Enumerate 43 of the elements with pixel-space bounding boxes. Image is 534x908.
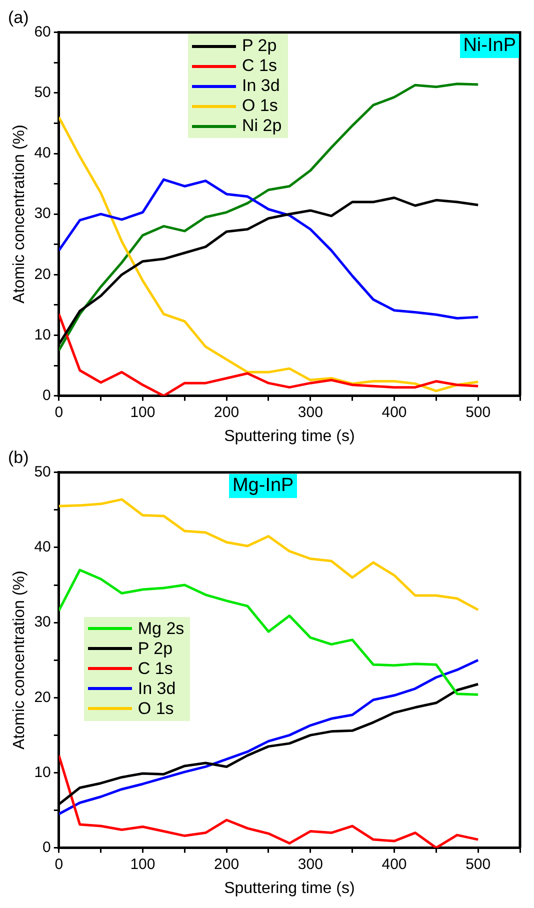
x-tick-label: 300 <box>298 856 323 873</box>
legend-label: O 1s <box>242 96 278 116</box>
x-axis-title: Sputtering time (s) <box>224 880 355 897</box>
y-tick-label: 10 <box>34 764 51 781</box>
x-tick-label: 200 <box>214 404 240 421</box>
y-tick-label: 30 <box>34 614 51 631</box>
y-tick-label: 50 <box>34 84 51 102</box>
annotation: Mg-InP <box>229 474 297 498</box>
y-tick-label: 10 <box>34 326 51 344</box>
legend-label: Ni 2p <box>242 116 282 136</box>
x-tick-label: 400 <box>382 404 407 421</box>
legend-label: P 2p <box>242 36 277 56</box>
y-tick-label: 0 <box>42 838 51 856</box>
legend-label: C 1s <box>138 658 173 679</box>
y-tick-label: 0 <box>42 386 51 404</box>
x-tick-label: 0 <box>54 404 64 421</box>
y-tick-label: 30 <box>34 205 51 222</box>
x-tick-label: 500 <box>466 404 491 421</box>
y-tick-label: 50 <box>34 464 51 481</box>
legend-label: In 3d <box>138 678 176 699</box>
x-tick-label: 500 <box>466 856 491 873</box>
annotation: Ni-InP <box>460 34 519 58</box>
legend-label: O 1s <box>138 698 174 719</box>
x-tick-label: 200 <box>214 856 240 873</box>
x-axis-title: Sputtering time (s) <box>224 428 355 445</box>
x-tick-label: 300 <box>298 404 323 421</box>
legend-label: C 1s <box>242 56 277 76</box>
chart-title: (b) <box>8 448 29 467</box>
legend-label: In 3d <box>242 76 280 96</box>
y-tick-label: 40 <box>34 144 51 162</box>
y-tick-label: 40 <box>34 538 51 556</box>
y-axis-title: Atomic concentration (%) <box>11 124 28 304</box>
y-tick-label: 20 <box>34 266 51 283</box>
x-tick-label: 100 <box>130 404 156 421</box>
legend-label: P 2p <box>138 638 173 659</box>
legend-label: Mg 2s <box>138 618 184 639</box>
x-tick-label: 0 <box>54 856 64 873</box>
x-tick-label: 400 <box>382 856 407 873</box>
y-axis-title: Atomic concentration (%) <box>11 570 28 750</box>
y-tick-label: 60 <box>34 24 51 41</box>
y-tick-label: 20 <box>34 688 51 706</box>
x-tick-label: 100 <box>130 856 156 873</box>
chart-title: (a) <box>8 8 29 27</box>
